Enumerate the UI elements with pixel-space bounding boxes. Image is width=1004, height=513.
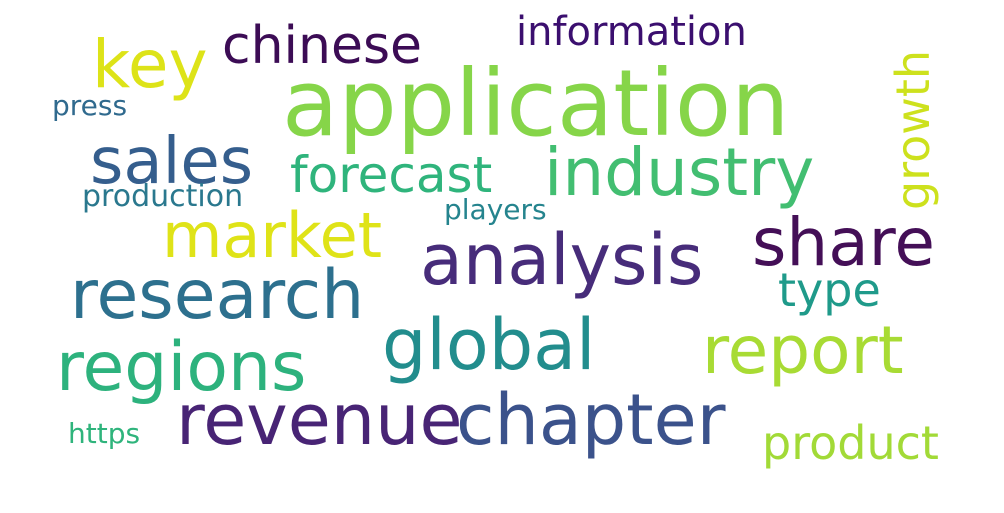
word-https: https [68, 417, 141, 450]
word-research: research [70, 256, 365, 335]
word-sales: sales [90, 125, 254, 199]
word-analysis: analysis [420, 219, 704, 301]
word-players: players [444, 193, 547, 226]
word-industry: industry [544, 134, 815, 211]
word-report: report [702, 312, 904, 389]
word-forecast: forecast [290, 146, 493, 204]
word-press: press [52, 89, 128, 122]
word-regions: regions [56, 328, 307, 407]
word-growth: growth [886, 49, 940, 210]
word-application: application [282, 50, 790, 157]
word-global: global [382, 304, 596, 386]
word-production: production [82, 179, 244, 214]
word-chapter: chapter [456, 379, 726, 461]
word-product: product [762, 416, 939, 470]
word-share: share [752, 204, 935, 281]
word-key: key [92, 26, 208, 103]
word-revenue: revenue [176, 379, 463, 461]
word-information: information [516, 9, 747, 55]
word-chinese: chinese [222, 16, 423, 76]
word-type: type [778, 263, 881, 317]
word-market: market [162, 199, 383, 272]
